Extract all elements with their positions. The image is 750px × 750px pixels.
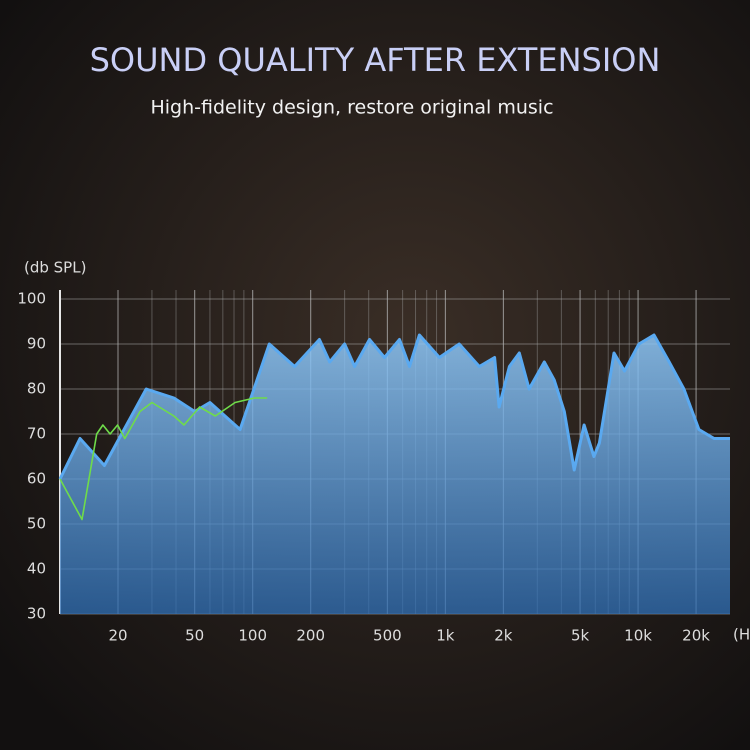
y-tick-label: 100 bbox=[17, 290, 46, 308]
y-tick-label: 80 bbox=[27, 380, 46, 398]
x-tick-label: 20 bbox=[108, 627, 127, 645]
chart-title: SOUND QUALITY AFTER EXTENSION bbox=[90, 41, 661, 79]
y-axis-label: (db SPL) bbox=[24, 259, 86, 277]
chart-subtitle: High-fidelity design, restore original m… bbox=[150, 97, 553, 119]
area-fill bbox=[60, 335, 730, 614]
x-tick-label: 1k bbox=[436, 627, 455, 645]
x-tick-label: 500 bbox=[373, 627, 402, 645]
y-tick-label: 30 bbox=[27, 605, 46, 623]
x-axis-label: (H bbox=[733, 626, 750, 644]
x-tick-label: 100 bbox=[238, 627, 267, 645]
y-tick-label: 50 bbox=[27, 515, 46, 533]
line bbox=[59, 397, 268, 521]
area-line bbox=[58, 333, 730, 480]
x-tick-label: 50 bbox=[185, 627, 204, 645]
x-tick-label: 200 bbox=[296, 627, 325, 645]
x-tick-label: 5k bbox=[571, 627, 590, 645]
x-tick-label: 2k bbox=[494, 627, 513, 645]
y-tick-label: 60 bbox=[27, 470, 46, 488]
labels: 30 40 50 60 70 80 90 100 20 50 100 200 500 1k 2k 5k 10k 2… bbox=[17, 290, 710, 645]
plot bbox=[58, 333, 730, 614]
y-tick-label: 70 bbox=[27, 425, 46, 443]
x-tick-label: 20k bbox=[682, 627, 710, 645]
x-tick-label: 10k bbox=[624, 627, 652, 645]
y-tick-label: 90 bbox=[27, 335, 46, 353]
y-tick-label: 40 bbox=[27, 560, 46, 578]
